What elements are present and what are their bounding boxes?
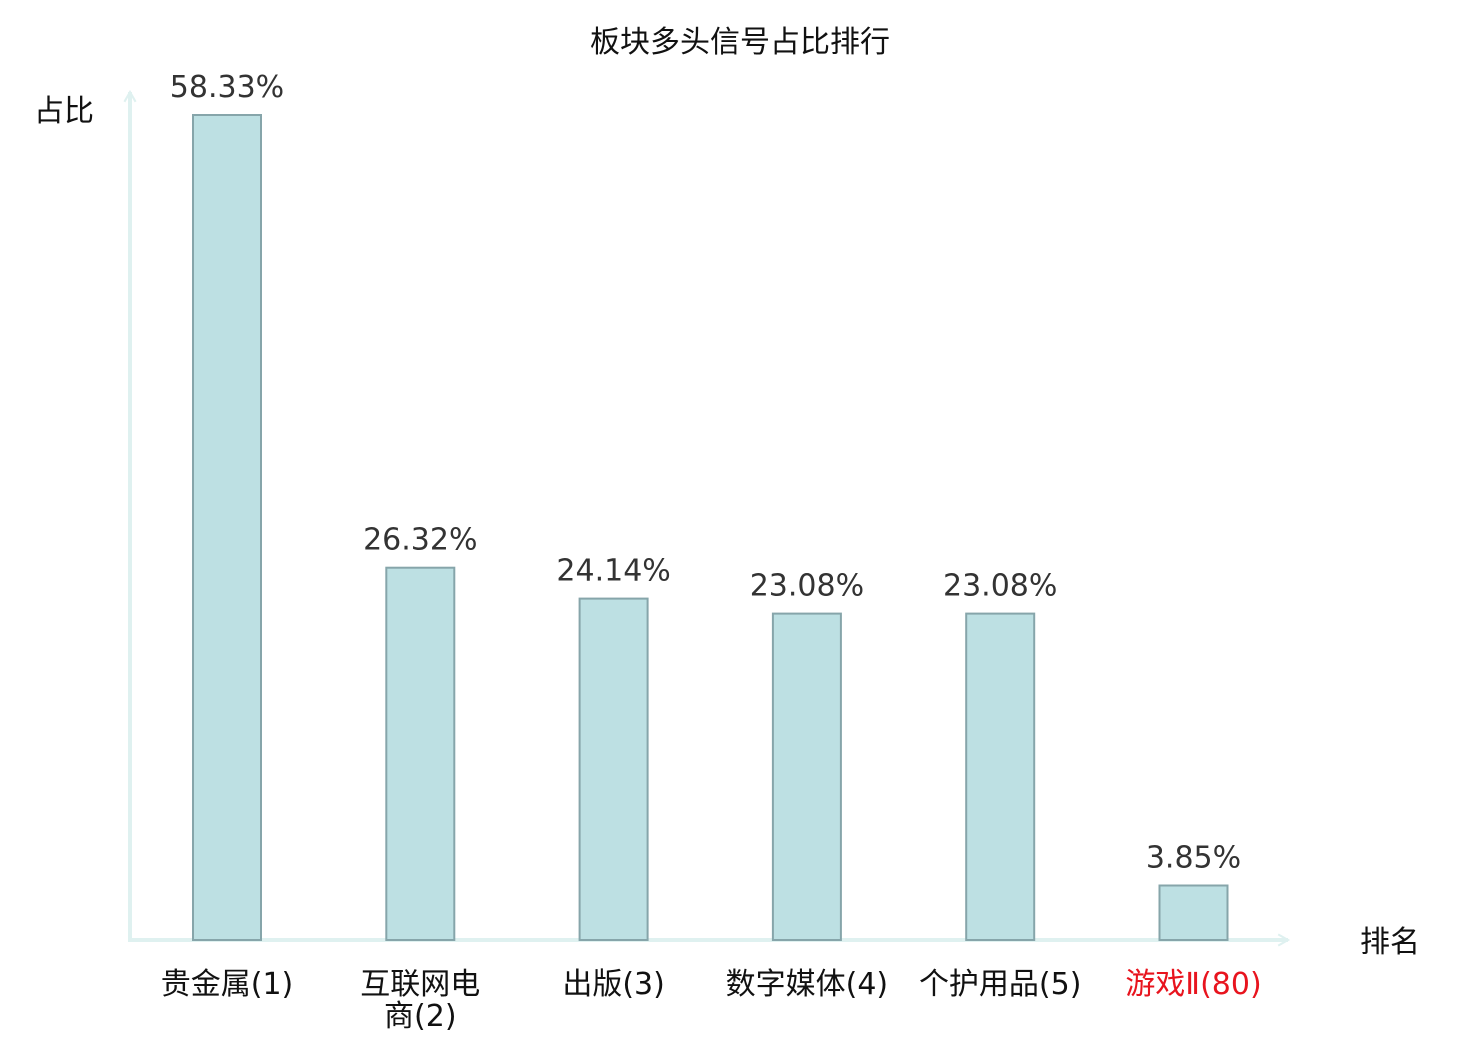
chart-title: 板块多头信号占比排行 [590, 25, 890, 60]
category-label-6: 游戏Ⅱ(80) [1125, 967, 1261, 1002]
bar-6 [1158, 884, 1229, 941]
bar-1 [192, 114, 262, 941]
x-axis-label: 排名 [1360, 925, 1420, 960]
category-label-5: 个护用品(5) [919, 967, 1082, 1002]
category-label-2-line-2: 商(2) [384, 999, 457, 1034]
value-label-5: 23.08% [943, 569, 1057, 604]
value-label-4: 23.08% [750, 569, 864, 604]
bar-5 [965, 612, 1036, 941]
bar-4 [771, 612, 842, 941]
bars-group [192, 114, 1229, 941]
value-labels-group: 58.33% 26.32% 24.14% 23.08% 23.08% 3.85% [170, 70, 1241, 876]
category-label-1: 贵金属(1) [161, 967, 294, 1002]
y-axis-label: 占比 [34, 94, 94, 129]
category-label-3: 出版(3) [562, 967, 665, 1002]
value-label-6: 3.85% [1146, 841, 1241, 876]
value-label-1: 58.33% [170, 70, 284, 105]
category-label-2-line-1: 互联网电 [360, 967, 480, 1002]
category-label-4: 数字媒体(4) [726, 967, 889, 1002]
value-label-3: 24.14% [556, 554, 670, 589]
bar-3 [578, 597, 649, 941]
value-label-2: 26.32% [363, 523, 477, 558]
bar-2 [385, 566, 456, 941]
